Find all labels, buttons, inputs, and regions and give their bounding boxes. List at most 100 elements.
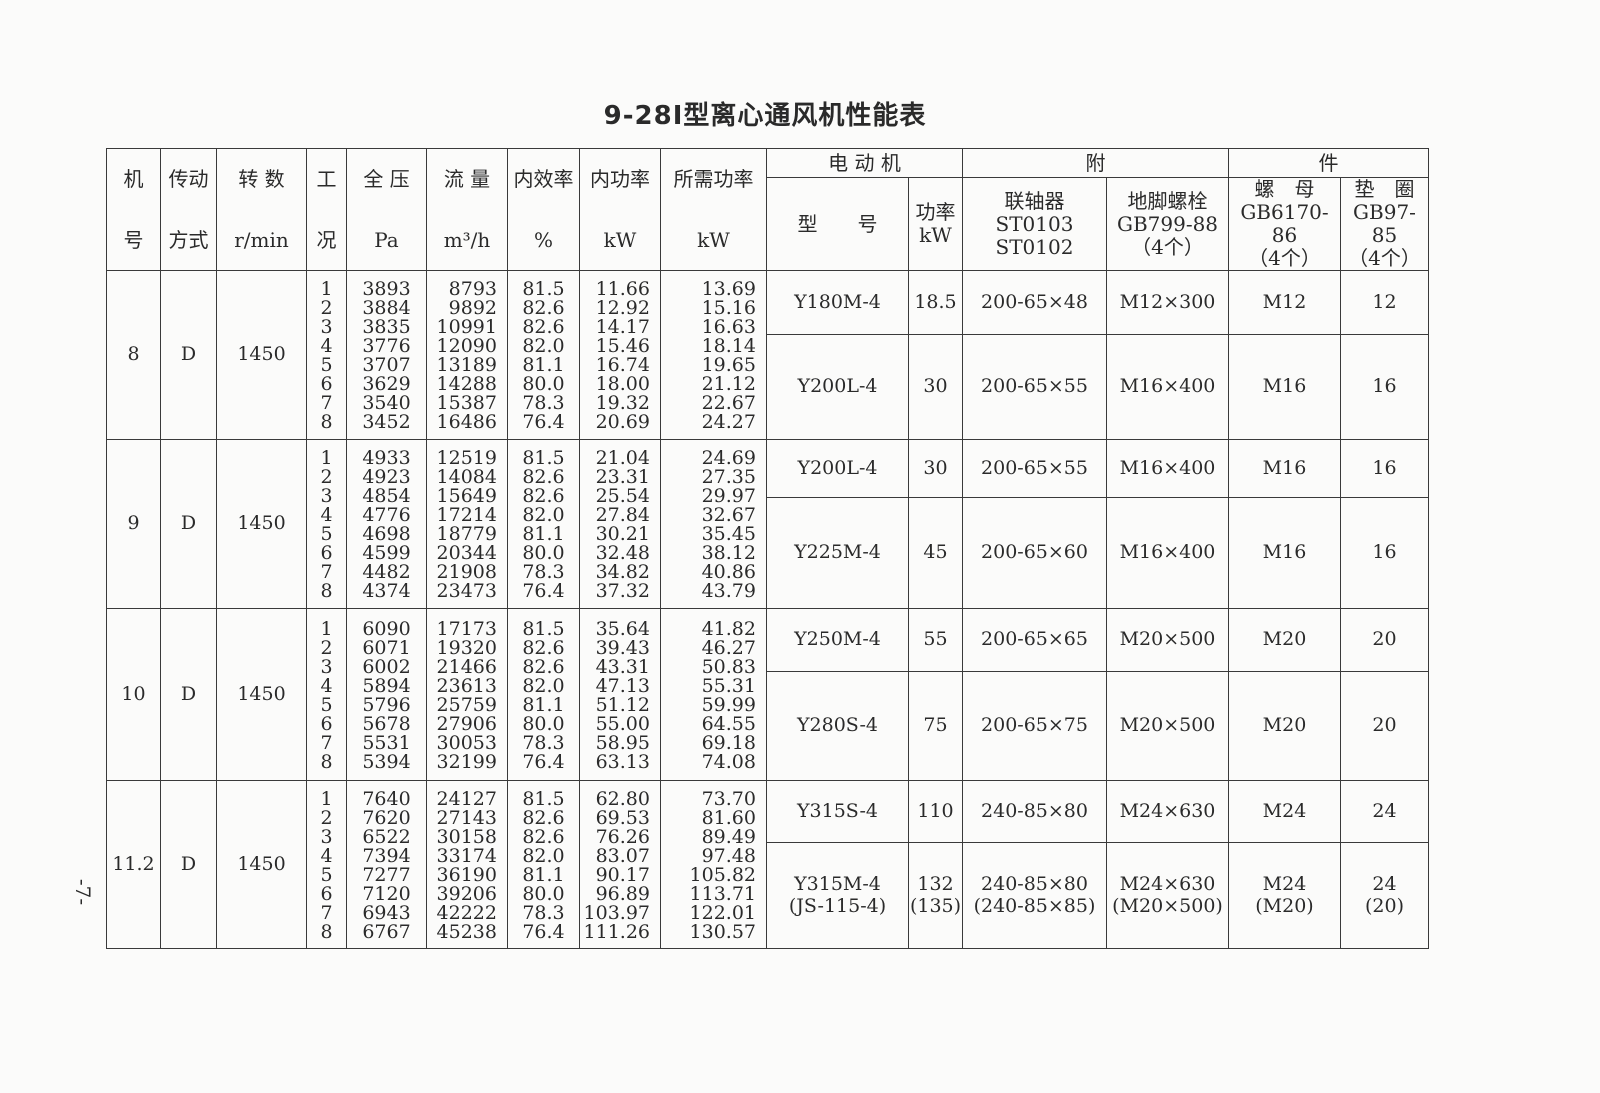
motor-model: Y250M-4 [766,608,909,672]
nut-line: (M20) [1255,894,1314,917]
efficiency-list-value: 78.3 [522,731,565,754]
internal-power-list-value: 83.07 [595,844,650,867]
condition-list-value: 1 [320,278,333,300]
pressure-list: 4933 4923 4854 4776 4698 4599 4482 4374 [346,439,427,609]
internal-power-list-value: 19.32 [595,392,650,414]
anchor-bolt-line: M16×400 [1119,456,1216,479]
internal-power-list-value: 34.82 [595,561,650,583]
flow-list-value: 17173 [436,617,497,640]
required-power-list-value: 38.12 [701,542,756,564]
table-row: 11.2 D 1450 1 2 3 4 5 6 7 8 7640 7620 6522 7394 7277 712… [106,780,1429,949]
flow-list-value: 33174 [436,844,497,867]
condition-list-value: 4 [320,504,333,526]
anchor-bolt: M16×400 [1106,334,1229,440]
condition-list-value: 8 [320,920,333,943]
nut: M16 [1228,497,1341,609]
nut-line: M24 [1262,799,1307,822]
header-motor-model: 型 号 [766,177,909,271]
header-drive: 传动 方式 [160,148,217,271]
efficiency-list-value: 80.0 [522,373,565,395]
required-power-list: 41.82 46.27 50.83 55.31 59.99 64.55 69.18 74.08 [660,608,767,781]
drive-type: D [160,270,217,440]
coupling: 200-65×65 [962,608,1107,672]
motor-power: 18.5 [908,270,963,335]
condition-list-value: 1 [320,447,333,469]
flow-list: 24127 27143 30158 33174 36190 39206 42222 45238 [426,780,508,949]
washer-line: (20) [1364,894,1404,917]
condition-list-value: 3 [320,655,333,678]
header-motor-group: 电 动 机 [766,148,963,178]
internal-power-list-value: 47.13 [595,674,650,697]
pressure-list-value: 6002 [362,655,411,678]
required-power-list-value: 130.57 [689,920,756,943]
condition-list-value: 6 [320,373,333,395]
nut-line: M20 [1262,714,1307,737]
required-power-list-value: 13.69 [701,278,756,300]
required-power-list-value: 50.83 [701,655,756,678]
condition-list-value: 6 [320,542,333,564]
flow-list-value: 20344 [436,542,497,564]
speed: 1450 [216,608,307,781]
flow-list-value: 13189 [436,354,497,376]
anchor-bolt: M20×500 [1106,608,1229,672]
internal-power-list-value: 11.66 [595,278,650,300]
condition-list-value: 5 [320,693,333,716]
pressure-list-value: 7120 [362,882,411,905]
efficiency-list-value: 82.6 [522,636,565,659]
motor-model-line: Y200L-4 [797,375,878,398]
table-row: 10 D 1450 1 2 3 4 5 6 7 8 6090 6071 6002 5894 5796 5678 5… [106,608,1429,781]
washer-line: 12 [1372,290,1397,313]
required-power-list: 24.69 27.35 29.97 32.67 35.45 38.12 40.86 43.79 [660,439,767,609]
condition-list-value: 5 [320,354,333,376]
efficiency-list-value: 82.6 [522,466,565,488]
motor-power-line: 132 [917,872,954,895]
motor-model-line: Y315M-4 [794,872,881,895]
condition-list-value: 6 [320,712,333,735]
motor-model-line: Y280S-4 [796,714,879,737]
required-power-list-value: 55.31 [701,674,756,697]
efficiency-list-value: 82.6 [522,825,565,848]
nut: M24 (M20) [1228,842,1341,949]
condition-list-value: 1 [320,617,333,640]
condition-list-value: 2 [320,466,333,488]
nut-line: M16 [1262,375,1307,398]
flow-list-value: 12519 [436,447,497,469]
coupling: 200-65×55 [962,334,1107,440]
washer: 16 [1340,439,1429,498]
flow-list-value: 45238 [436,920,497,943]
motor-power-line: 30 [923,456,948,479]
required-power-list-value: 15.16 [701,297,756,319]
pressure-list-value: 4923 [362,466,411,488]
motor-model: Y315S-4 [766,780,909,843]
nut-line: M24 [1262,872,1307,895]
required-power-list-value: 69.18 [701,731,756,754]
required-power-list-value: 113.71 [689,882,756,905]
pressure-list-value: 7640 [362,787,411,810]
flow-list-value: 36190 [436,863,497,886]
table-row: Y225M-4 45 200-65×60 M16×400 M16 16 [107,497,1429,609]
pressure-list-value: 7394 [362,844,411,867]
condition-list-value: 3 [320,825,333,848]
pressure-list-value: 3835 [362,316,411,338]
anchor-bolt: M16×400 [1106,439,1229,498]
internal-power-list-value: 58.95 [595,731,650,754]
header-accessory-left: 附 [962,148,1229,178]
efficiency-list-value: 81.5 [522,447,565,469]
internal-power-list-value: 21.04 [595,447,650,469]
anchor-bolt: M24×630 [1106,780,1229,843]
required-power-list-value: 24.69 [701,447,756,469]
motor-model-line: Y225M-4 [794,541,881,564]
efficiency-list-value: 76.4 [522,580,565,602]
flow-list-value: 42222 [436,901,497,924]
anchor-bolt-line: M16×400 [1119,375,1216,398]
anchor-bolt: M16×400 [1106,497,1229,609]
motor-model: Y315M-4 (JS-115-4) [766,842,909,949]
fan-performance-table: 机号 传动 方式 转 数 r/min 工况 全 压 Pa 流 量 m³/h 内效率% 内… [106,148,1429,949]
washer: 16 [1340,497,1429,609]
required-power-list-value: 105.82 [689,863,756,886]
motor-model-line: Y250M-4 [794,628,881,651]
motor-power: 45 [908,497,963,609]
internal-power-list-value: 25.54 [595,485,650,507]
coupling: 240-85×80 [962,780,1107,843]
